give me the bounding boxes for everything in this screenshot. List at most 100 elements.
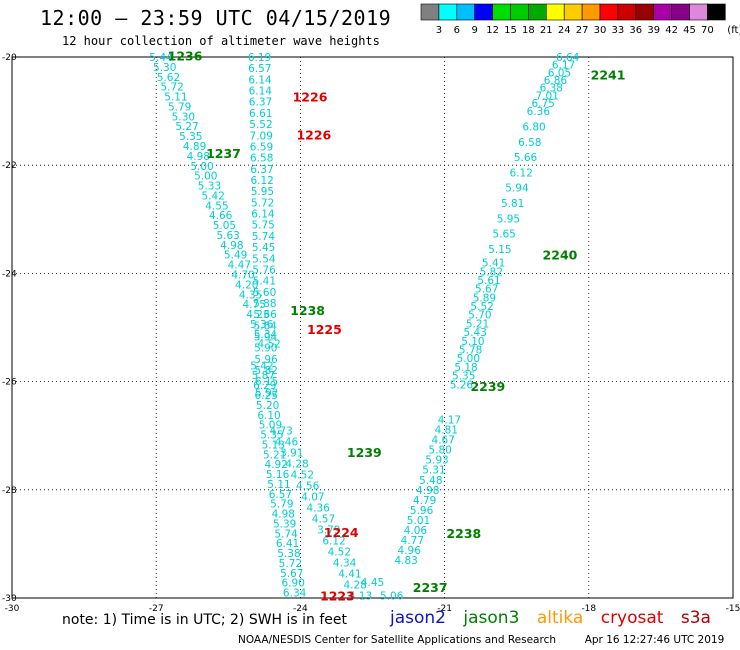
swh-value: 5.95: [497, 213, 520, 225]
swh-value: 5.00: [190, 161, 213, 173]
swh-value: 5.38: [277, 548, 300, 560]
swh-value: 6.14: [248, 74, 272, 86]
legend-altika: altika: [536, 608, 584, 628]
swh-value: 4.98: [220, 240, 243, 252]
swh-value: 4.83: [394, 555, 417, 567]
swh-value: 4.98: [416, 485, 439, 497]
swh-value: 5.95: [251, 186, 274, 198]
swh-value: 6.10: [257, 410, 280, 422]
swh-value: 4.41: [338, 568, 361, 580]
pass-time-label: 2241: [591, 67, 626, 82]
x-tick-label: -30: [5, 604, 20, 614]
swh-value: 5.41: [253, 276, 276, 288]
x-tick-label: -27: [149, 604, 164, 614]
colorbar-tick-label: 30: [594, 25, 607, 36]
swh-value: 4.79: [413, 495, 436, 507]
x-tick-label: -24: [293, 604, 308, 614]
swh-value: 7.01: [536, 90, 559, 102]
swh-value: 5.74: [252, 231, 276, 243]
legend-jason3: jason3: [463, 608, 520, 628]
swh-value: 5.35: [260, 430, 283, 442]
swh-value: 5.11: [267, 479, 290, 491]
swh-value: 5.13: [349, 590, 372, 602]
swh-value: 5.61: [477, 275, 500, 287]
swh-value: 5.42: [202, 190, 225, 202]
y-tick-label: -28: [2, 486, 17, 496]
swh-value: 3.91: [280, 447, 303, 459]
swh-value: 5.13: [262, 439, 285, 451]
swh-value: 5.00: [194, 171, 217, 183]
swh-value: 5.76: [252, 264, 276, 276]
swh-value: 6.12: [510, 167, 533, 179]
pass-time-label: 1225: [307, 322, 342, 337]
swh-value: 5.70: [468, 310, 491, 322]
swh-value: 4.23: [246, 309, 269, 321]
swh-value: 4.92: [264, 459, 287, 471]
pass-time-label: 2240: [543, 247, 578, 262]
swh-value: 4.77: [401, 535, 424, 547]
swh-value: 5.66: [514, 152, 538, 164]
swh-value: 5.82: [255, 365, 278, 377]
swh-value: 6.19: [248, 52, 271, 64]
pass-time-label: 2239: [470, 379, 505, 394]
swh-value: 6.05: [548, 67, 571, 79]
swh-value: 5.64: [254, 320, 278, 332]
swh-value: 4.46: [275, 436, 299, 448]
swh-value: 4.45: [361, 577, 384, 589]
swh-value: 4.89: [183, 141, 206, 153]
swh-value: 6.12: [250, 175, 273, 187]
pass-time-label: 1226: [296, 127, 331, 142]
swh-value: 5.42: [250, 360, 273, 372]
swh-value: 5.10: [461, 336, 484, 348]
swh-value: 5.15: [488, 244, 511, 256]
pass-time-label: 1239: [347, 445, 382, 460]
swh-value: 5.18: [454, 362, 477, 374]
swh-value: 5.16: [266, 469, 290, 481]
swh-value: 6.58: [250, 153, 273, 165]
pass-time-label: 1237: [206, 146, 241, 161]
swh-value: 4.20: [235, 279, 258, 291]
swh-value: 4.28: [285, 458, 308, 470]
swh-value: 5.11: [164, 92, 187, 104]
swh-value: 5.36: [250, 319, 274, 331]
swh-value: 7.09: [250, 130, 273, 142]
colorbar-tick-label: 42: [665, 25, 678, 36]
colorbar-tick-label: 18: [522, 25, 535, 36]
swh-value: 5.87: [252, 370, 275, 382]
swh-value: 5.34: [254, 329, 278, 341]
swh-value: 5.94: [254, 332, 278, 344]
colorbar-tick-label: 12: [486, 25, 499, 36]
swh-value: 4.52: [291, 469, 314, 481]
swh-value: 4.70: [231, 270, 254, 282]
swh-value: 4.28: [344, 579, 367, 591]
swh-value: 5.20: [256, 400, 279, 412]
swh-value: 6.25: [255, 390, 278, 402]
swh-value: 5.81: [501, 198, 524, 210]
swh-value: 4.96: [398, 545, 422, 557]
swh-value: 5.66: [253, 309, 277, 321]
swh-value: 3.79: [317, 524, 340, 536]
colorbar-tick-label: 6: [454, 25, 460, 36]
swh-value: 6.59: [250, 141, 273, 153]
swh-value: 5.27: [175, 121, 198, 133]
swh-value: 5.90: [254, 343, 277, 355]
swh-value: 5.21: [466, 318, 489, 330]
swh-value: 6.17: [552, 60, 575, 72]
swh-value: 5.88: [253, 298, 276, 310]
colorbar-tick-label: 27: [576, 25, 589, 36]
swh-value: 4.73: [269, 425, 292, 437]
swh-value: 6.34: [283, 588, 307, 600]
credit-line: NOAA/NESDIS Center for Satellite Applica…: [238, 634, 724, 646]
swh-value: 6.61: [249, 108, 272, 120]
swh-value: 5.93: [425, 455, 448, 467]
x-tick-label: -18: [581, 604, 596, 614]
legend-cryosat: cryosat: [600, 608, 664, 628]
swh-value: 5.21: [263, 449, 286, 461]
swh-value: 4.35: [239, 289, 262, 301]
colorbar-tick-label: 70: [701, 25, 714, 36]
colorbar-tick-label: 21: [540, 25, 553, 36]
swh-value: 5.67: [280, 568, 303, 580]
y-tick-label: -26: [2, 378, 17, 388]
swh-value: 6.15: [255, 376, 278, 388]
